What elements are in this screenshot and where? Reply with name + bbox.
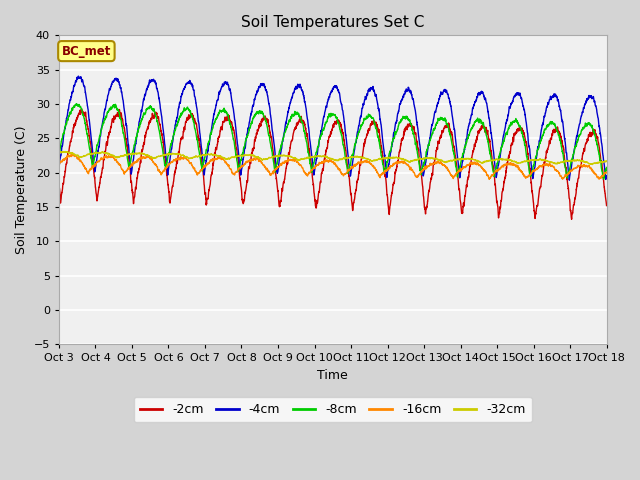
-16cm [55,160,63,166]
-32cm [312,154,320,160]
Text: BC_met: BC_met [61,45,111,58]
-4cm [154,88,161,94]
-32cm [154,154,161,159]
-8cm [154,119,161,125]
-2cm [55,182,63,188]
-4cm [486,126,494,132]
-32cm [486,157,494,163]
-2cm [154,115,161,121]
-16cm [312,162,320,168]
Line: -32cm: -32cm [59,152,607,165]
-4cm [74,73,82,79]
-32cm [426,156,433,161]
-8cm [600,176,607,182]
-16cm [68,151,76,157]
-4cm [55,164,63,170]
-8cm [312,150,320,156]
Line: -8cm: -8cm [59,104,607,179]
X-axis label: Time: Time [317,369,348,382]
-16cm [486,176,493,182]
-8cm [426,142,433,147]
Line: -2cm: -2cm [59,108,607,219]
-16cm [487,174,495,180]
-2cm [456,187,463,192]
-4cm [602,176,610,181]
-32cm [602,158,610,164]
-8cm [603,165,611,170]
-32cm [589,162,596,168]
-4cm [456,171,463,177]
-4cm [312,157,320,163]
-16cm [426,163,433,169]
-8cm [602,167,610,173]
-16cm [154,165,161,170]
-4cm [566,177,573,183]
-2cm [426,187,433,193]
Line: -16cm: -16cm [59,154,607,179]
-2cm [603,203,611,208]
Y-axis label: Soil Temperature (C): Soil Temperature (C) [15,126,28,254]
Title: Soil Temperatures Set C: Soil Temperatures Set C [241,15,424,30]
-32cm [456,156,463,162]
-8cm [456,165,463,171]
Line: -4cm: -4cm [59,76,607,180]
-2cm [602,198,610,204]
-4cm [603,173,611,179]
-2cm [312,205,320,211]
-2cm [77,106,85,111]
-32cm [55,149,63,155]
-2cm [486,146,494,152]
Legend: -2cm, -4cm, -8cm, -16cm, -32cm: -2cm, -4cm, -8cm, -16cm, -32cm [134,397,532,422]
-16cm [602,170,610,176]
-8cm [55,148,63,154]
-32cm [603,158,611,164]
-8cm [486,152,494,157]
-16cm [603,169,611,175]
-8cm [73,101,81,107]
-16cm [456,168,463,174]
-32cm [60,149,67,155]
-2cm [568,216,575,222]
-4cm [426,140,433,145]
